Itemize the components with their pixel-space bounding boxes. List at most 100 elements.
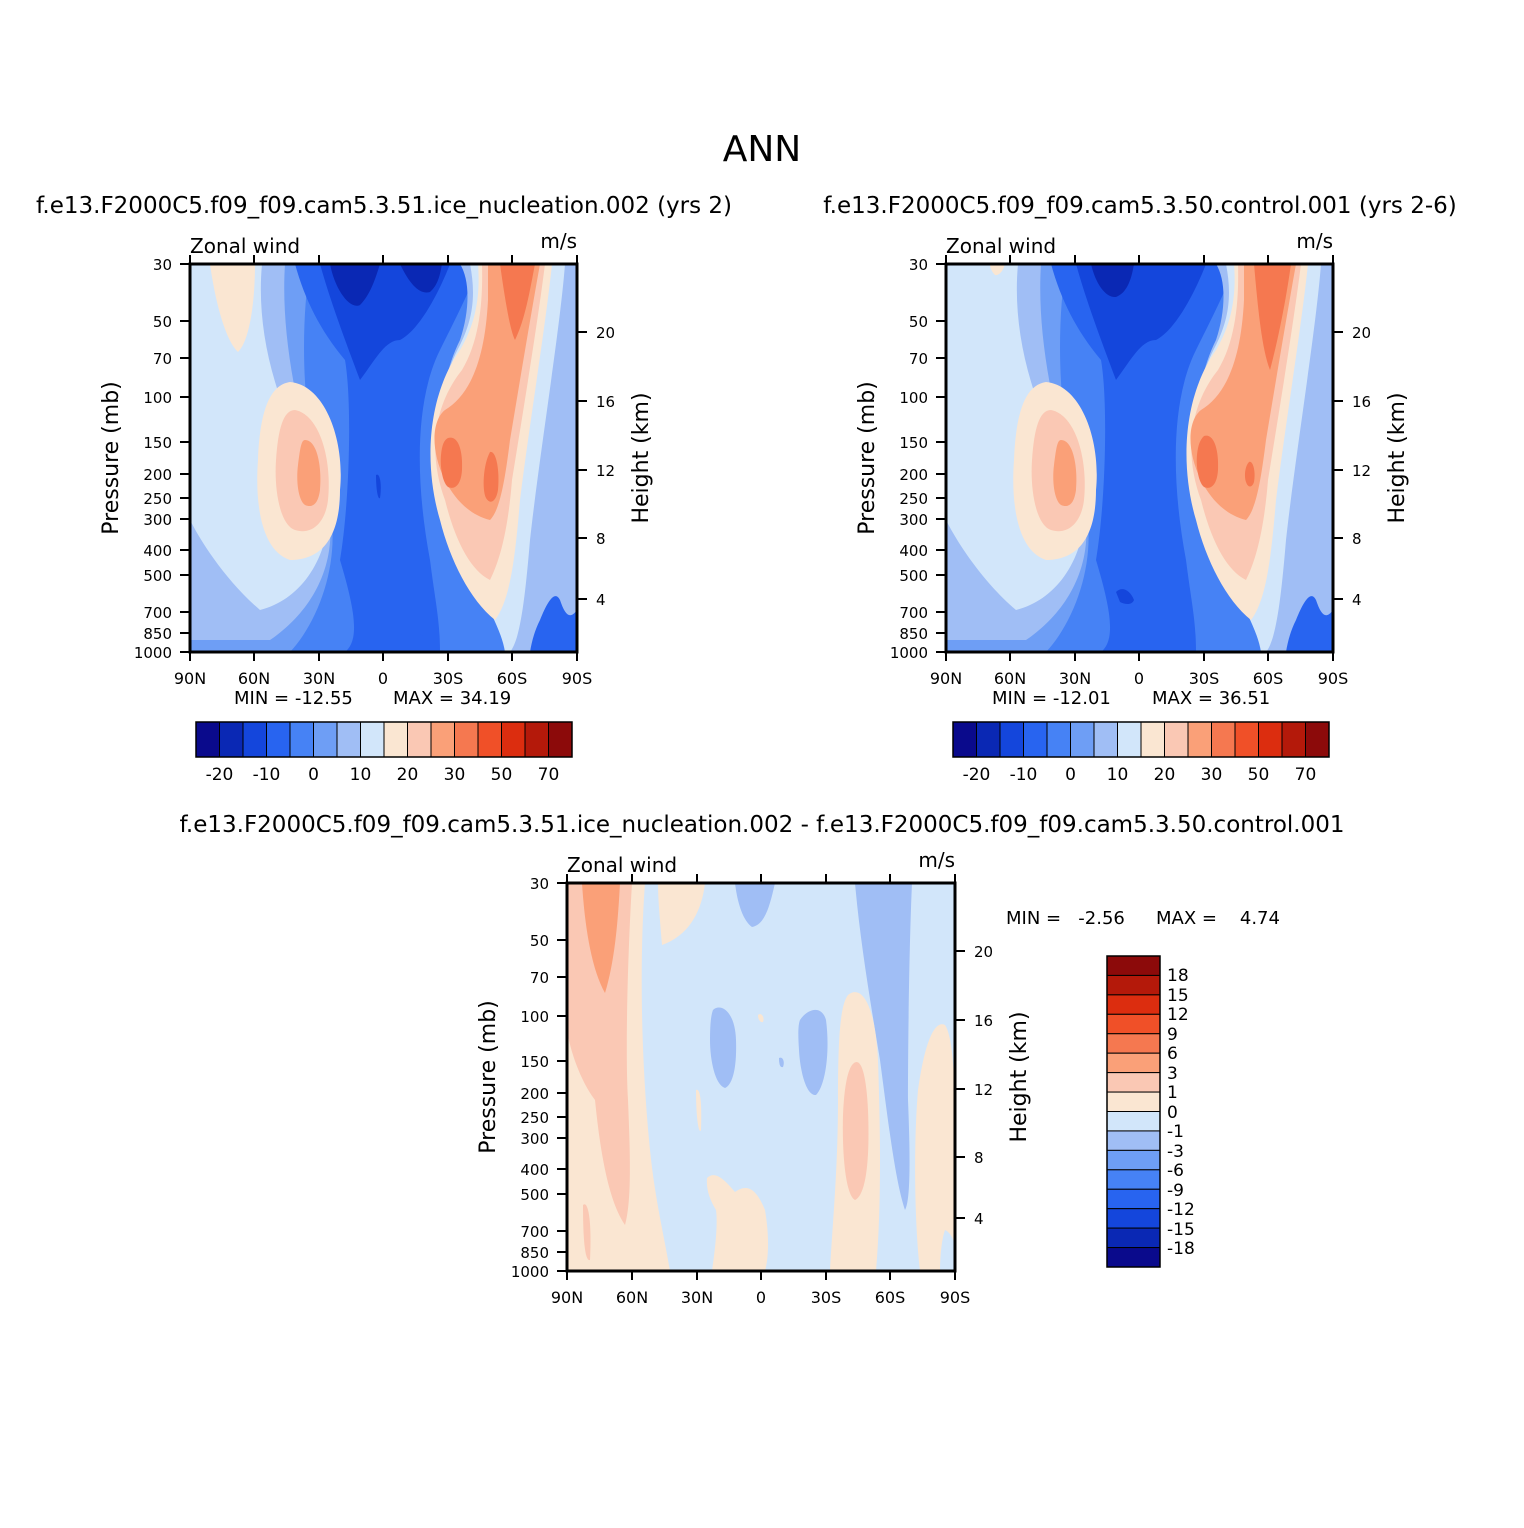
- panel-control-colorbar-label: 0: [1065, 765, 1076, 785]
- colorbar-swatch: [1106, 974, 1161, 996]
- colorbar-swatch: [313, 721, 338, 758]
- panel-diff-max-label: MAX = 4.74: [1156, 908, 1280, 929]
- colorbar-swatch: [524, 721, 549, 758]
- colorbar-swatch: [1117, 721, 1142, 758]
- panel-control-colorbar-label: -10: [1010, 765, 1038, 785]
- panel-diff-colorbar-label: 15: [1167, 986, 1189, 1006]
- panel-diff-colorbar-label: 9: [1167, 1025, 1178, 1045]
- panel-control-xtick-label: 90S: [1318, 669, 1349, 688]
- panel-diff-colorbar-label: -9: [1167, 1181, 1184, 1201]
- colorbar-swatch: [1234, 721, 1259, 758]
- panel-control-ytick-label: 30: [909, 256, 928, 274]
- panel-control-colorbar-label: 30: [1201, 765, 1223, 785]
- panel-diff-xtick-label: 90N: [551, 1288, 583, 1307]
- panel-diff-right-tick-label: 20: [974, 943, 993, 961]
- panel-test-max-label: MAX = 34.19: [393, 688, 511, 709]
- colorbar-swatch: [501, 721, 526, 758]
- colorbar-swatch: [1106, 1130, 1161, 1151]
- colorbar-swatch: [1211, 721, 1236, 758]
- panel-diff: f.e13.F2000C5.f09_f09.cam5.3.51.ice_nucl…: [179, 812, 1344, 1307]
- colorbar-swatch: [195, 721, 220, 758]
- panel-diff-ytick-label: 70: [530, 969, 549, 987]
- colorbar-swatch: [383, 721, 408, 758]
- panel-control-ytick-label: 100: [899, 389, 928, 407]
- colorbar-swatch: [430, 721, 455, 758]
- panel-control-ytick-label: 700: [899, 604, 928, 622]
- panel-control-ytick-label: 150: [899, 434, 928, 452]
- panel-diff-ytick-label: 150: [520, 1053, 549, 1071]
- panel-diff-right-axis: 20 16 12 8 4 Height (km): [955, 943, 1032, 1228]
- colorbar-swatch: [1106, 1208, 1161, 1229]
- panel-diff-ytick-label: 30: [530, 875, 549, 893]
- colorbar-swatch: [242, 721, 267, 758]
- panel-control-variable-label: Zonal wind: [946, 234, 1056, 258]
- colorbar-swatch: [1106, 1052, 1161, 1074]
- panel-diff-ylabel: Pressure (mb): [476, 1000, 501, 1154]
- panel-control-xtick-label: 0: [1134, 669, 1144, 688]
- colorbar-swatch: [952, 721, 977, 758]
- colorbar-swatch: [1187, 721, 1212, 758]
- colorbar-swatch: [548, 721, 573, 758]
- panel-diff-colorbar-label: -3: [1167, 1142, 1184, 1162]
- colorbar-swatch: [1106, 1247, 1161, 1268]
- panel-test-colorbar-label: -10: [253, 765, 281, 785]
- panel-diff-colorbar-label: 1: [1167, 1083, 1178, 1103]
- panel-diff-ytick-label: 250: [520, 1109, 549, 1127]
- colorbar-swatch: [1106, 1169, 1161, 1190]
- panel-test-colorbar-label: 50: [491, 765, 513, 785]
- colorbar-swatch: [1023, 721, 1048, 758]
- panel-test-right-tick-label: 12: [596, 462, 615, 480]
- panel-diff-right-ylabel: Height (km): [1007, 1011, 1032, 1142]
- panel-test-y-axis: 30 50 70 100 150 200 250 300 400 500 700…: [99, 256, 190, 662]
- colorbar-swatch: [1106, 1091, 1161, 1112]
- colorbar-swatch: [289, 721, 314, 758]
- panel-diff-title: f.e13.F2000C5.f09_f09.cam5.3.51.ice_nucl…: [179, 812, 1344, 838]
- panel-diff-ytick-label: 700: [520, 1223, 549, 1241]
- panel-diff-colorbar-label: -15: [1167, 1220, 1195, 1240]
- colorbar-swatch: [1106, 1111, 1161, 1132]
- panel-control-colorbar-label: -20: [963, 765, 991, 785]
- panel-test-min-label: MIN = -12.55: [234, 688, 353, 709]
- panel-test-xtick-label: 0: [378, 669, 388, 688]
- panel-control-right-tick-label: 16: [1352, 393, 1371, 411]
- panel-control-y-axis: 30 50 70 100 150 200 250 300 400 500 700…: [855, 256, 946, 662]
- panel-diff-min-label: MIN = -2.56: [1006, 908, 1125, 929]
- panel-test-ytick-label: 300: [143, 511, 172, 529]
- colorbar-swatch: [1106, 1149, 1161, 1171]
- panel-diff-ytick-label: 300: [520, 1130, 549, 1148]
- panel-test-x-axis: 90N 60N 30N 0 30S 60S 90S: [174, 255, 592, 688]
- panel-control-right-tick-label: 8: [1352, 530, 1362, 548]
- panel-control: f.e13.F2000C5.f09_f09.cam5.3.50.control.…: [823, 193, 1457, 785]
- season-title: ANN: [723, 129, 802, 170]
- panel-control-colorbar-label: 10: [1107, 765, 1129, 785]
- panel-control-ytick-label: 1000: [890, 644, 928, 662]
- panel-control-xtick-label: 30N: [1059, 669, 1091, 688]
- panel-test-colorbar-label: 10: [350, 765, 372, 785]
- colorbar-swatch: [407, 721, 432, 758]
- panel-control-ytick-label: 70: [909, 350, 928, 368]
- colorbar-swatch: [1106, 1013, 1161, 1035]
- panel-diff-colorbar: 18 15 12 9 6 3 1 0 -1 -3 -6 -9 -12 -15 -…: [1106, 955, 1195, 1268]
- panel-test-right-tick-label: 20: [596, 324, 615, 342]
- panel-test-colorbar-label: 20: [397, 765, 419, 785]
- panel-diff-ytick-label: 500: [520, 1186, 549, 1204]
- colorbar-swatch: [1305, 721, 1330, 758]
- panel-diff-colorbar-label: -1: [1167, 1122, 1184, 1142]
- panel-diff-contour-field: [567, 883, 955, 1271]
- colorbar-swatch: [1281, 721, 1306, 758]
- panel-test-colorbar-label: 0: [308, 765, 319, 785]
- panel-test-ylabel: Pressure (mb): [99, 381, 124, 535]
- panel-control-colorbar-label: 70: [1295, 765, 1317, 785]
- colorbar-swatch: [1164, 721, 1189, 758]
- panel-diff-ytick-label: 200: [520, 1085, 549, 1103]
- panel-control-max-label: MAX = 36.51: [1152, 688, 1270, 709]
- panel-test-colorbar-label: 70: [538, 765, 560, 785]
- panel-test: f.e13.F2000C5.f09_f09.cam5.3.51.ice_nucl…: [36, 193, 732, 785]
- panel-diff-ytick-label: 850: [520, 1244, 549, 1262]
- colorbar-swatch: [360, 721, 385, 758]
- panel-test-ytick-label: 50: [153, 313, 172, 331]
- panel-test-right-tick-label: 4: [596, 591, 606, 609]
- panel-diff-ytick-label: 100: [520, 1008, 549, 1026]
- panel-diff-x-axis: 90N 60N 30N 0 30S 60S 90S: [551, 874, 970, 1307]
